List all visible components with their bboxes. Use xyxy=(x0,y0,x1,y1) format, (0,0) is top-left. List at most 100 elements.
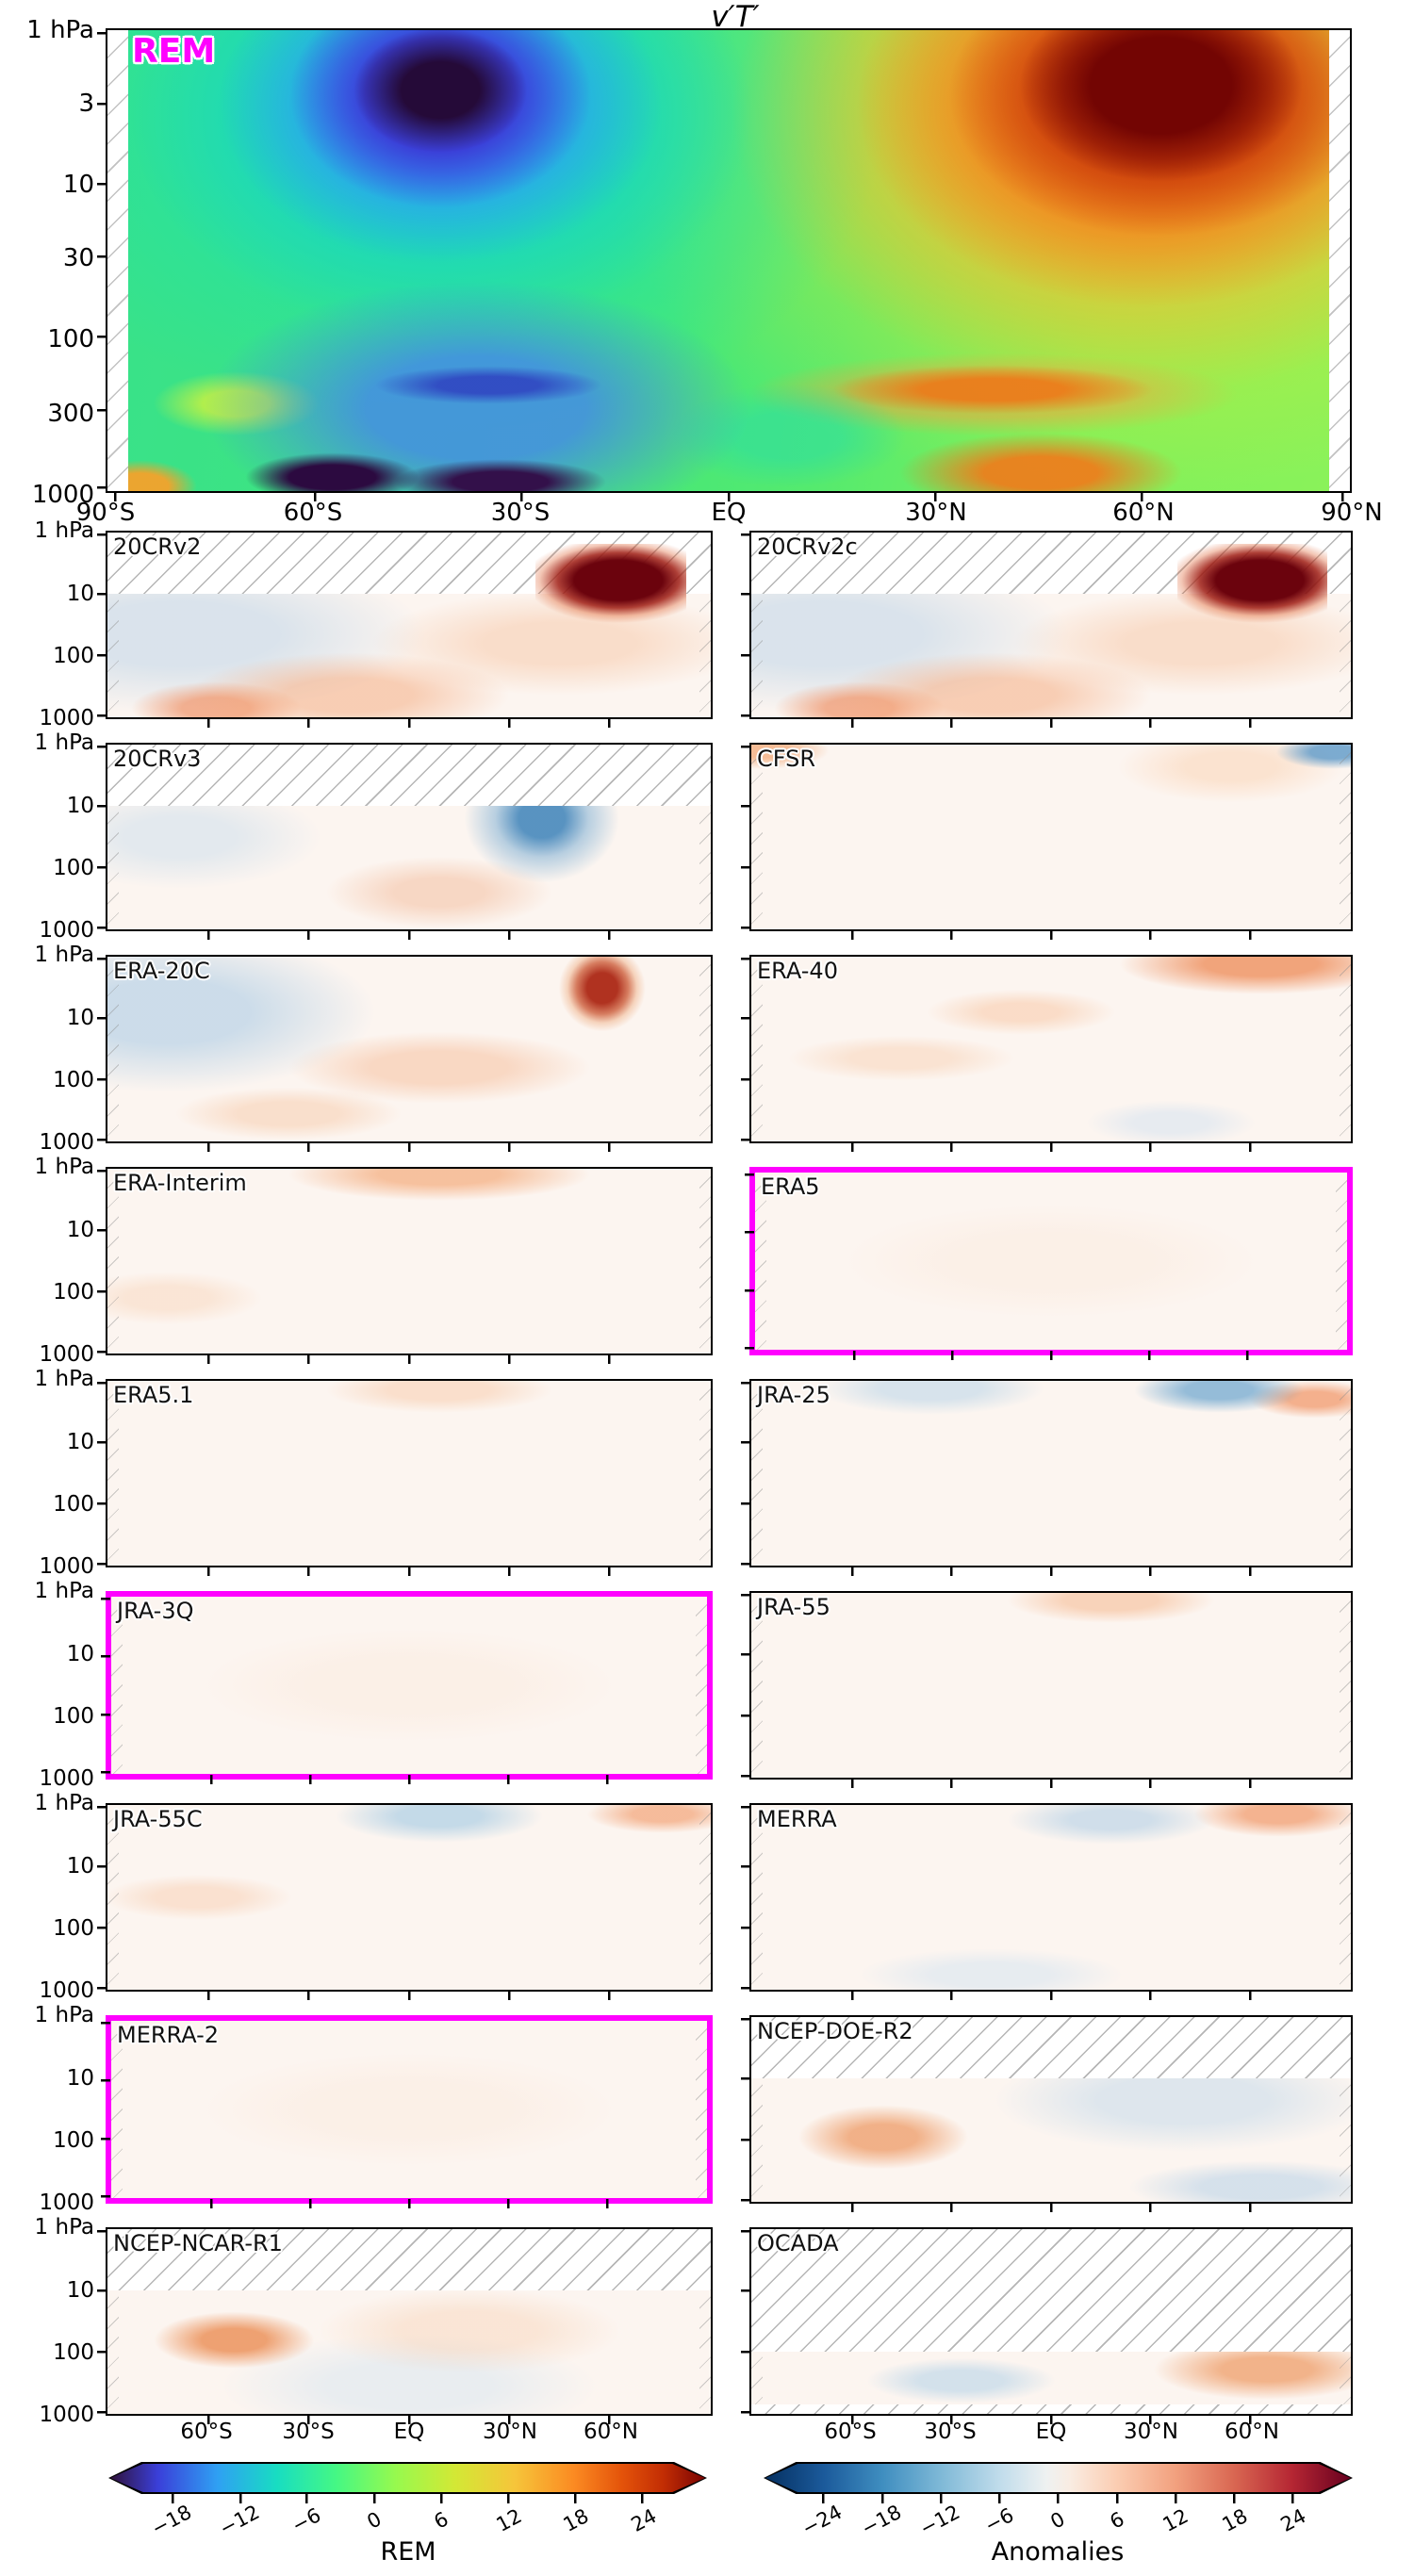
panel-label: 20CRv3 xyxy=(113,746,202,772)
colorbar-rem-ticks xyxy=(108,2494,707,2503)
xtick: 60°S xyxy=(180,2420,233,2444)
panel-20crv2: 20CRv2 xyxy=(97,531,713,728)
panel-era5-highlighted: ERA5 xyxy=(745,1167,1353,1360)
y-tick-marks xyxy=(101,1597,110,1774)
ytick: 1000 xyxy=(39,1554,94,1579)
panel-20crv3: 20CRv3 xyxy=(97,743,713,940)
xtick: 90°N xyxy=(1321,499,1383,527)
panel-label: ERA-20C xyxy=(113,958,210,984)
x-tick-marks xyxy=(107,930,711,940)
ytick: 1 hPa xyxy=(34,1155,94,1179)
panel-era20c: ERA-20C xyxy=(97,955,713,1152)
no-data-hatch xyxy=(107,2229,711,2291)
x-tick-marks xyxy=(107,2415,711,2424)
ytick: 30 xyxy=(62,244,94,272)
ytick: 100 xyxy=(53,644,94,668)
y-tick-marks xyxy=(97,30,107,491)
panel-jra55c: JRA-55C xyxy=(97,1803,713,2000)
no-data-hatch-right xyxy=(1329,30,1350,491)
x-tick-marks xyxy=(107,492,1350,501)
ytick: 300 xyxy=(47,400,94,428)
ytick: 10 xyxy=(66,2066,94,2091)
y-tick-marks xyxy=(741,1381,750,1566)
xtick: 60°N xyxy=(584,2420,638,2444)
ytick: 1 hPa xyxy=(34,730,94,755)
xtick: 60°N xyxy=(1225,2420,1279,2444)
colorbar-rem xyxy=(108,2462,707,2494)
x-tick-marks xyxy=(107,1567,711,1576)
ytick: 10 xyxy=(66,1218,94,1242)
y-tick-marks xyxy=(741,1593,750,1778)
anomaly-contour xyxy=(111,2021,707,2198)
ytick: 100 xyxy=(47,325,94,353)
positive-anomaly-blob xyxy=(535,543,687,625)
ytick: 1 hPa xyxy=(34,2003,94,2027)
ytick: 10 xyxy=(66,2278,94,2303)
panel-ncepdoer2: NCEP-DOE-R2 xyxy=(741,2015,1353,2212)
panel-era40: ERA-40 xyxy=(741,955,1353,1152)
x-tick-marks xyxy=(107,1142,711,1152)
y-tick-marks xyxy=(741,957,750,1141)
panel-label: 20CRv2 xyxy=(113,533,202,560)
ytick: 1 hPa xyxy=(34,943,94,967)
panel-rem: REM xyxy=(97,28,1352,501)
panel-label: JRA-25 xyxy=(757,1382,830,1408)
xtick: 60°N xyxy=(1112,499,1175,527)
y-tick-marks xyxy=(97,1381,107,1566)
panel-jra25: JRA-25 xyxy=(741,1379,1353,1576)
ytick: 1000 xyxy=(31,481,94,509)
ytick: 100 xyxy=(53,2340,94,2365)
xtick: 90°S xyxy=(75,499,136,527)
ytick: 1 hPa xyxy=(34,1367,94,1391)
panel-label: MERRA xyxy=(757,1806,837,1832)
ytick: 100 xyxy=(53,1704,94,1729)
panel-jra3q-highlighted: JRA-3Q xyxy=(101,1591,713,1784)
anomaly-contour xyxy=(751,1805,1351,1990)
no-data-hatch xyxy=(751,2017,1351,2079)
colorbar-rem-title: REM xyxy=(380,2537,436,2567)
panel-20crv2c: 20CRv2c xyxy=(741,531,1353,728)
no-data-hatch-left xyxy=(107,30,128,491)
xtick: 60°S xyxy=(283,499,343,527)
panel-erainterim: ERA-Interim xyxy=(97,1167,713,1364)
ytick: 100 xyxy=(53,1492,94,1517)
ytick: 100 xyxy=(53,1068,94,1092)
anomaly-contour xyxy=(751,1593,1351,1778)
panel-label: JRA-55C xyxy=(113,1806,203,1832)
x-tick-marks xyxy=(111,2199,707,2208)
xtick: 30°N xyxy=(905,499,967,527)
panel-label: JRA-3Q xyxy=(117,1598,194,1624)
panel-label: ERA-40 xyxy=(757,958,838,984)
y-tick-marks xyxy=(97,957,107,1141)
y-tick-marks xyxy=(741,1805,750,1990)
colorbar-anomalies xyxy=(764,2462,1353,2494)
ytick: 100 xyxy=(53,1916,94,1941)
panel-merra2-highlighted: MERRA-2 xyxy=(101,2015,713,2208)
ytick: 1 hPa xyxy=(26,16,94,44)
x-tick-marks xyxy=(751,1567,1351,1576)
x-tick-marks xyxy=(751,1779,1351,1788)
no-data-hatch xyxy=(751,2229,1351,2353)
y-tick-marks xyxy=(97,1805,107,1990)
xtick: 60°S xyxy=(824,2420,877,2444)
xtick: EQ xyxy=(1035,2420,1067,2444)
ytick: 10 xyxy=(66,582,94,606)
ytick: 1 hPa xyxy=(34,1579,94,1603)
y-tick-marks xyxy=(97,533,107,717)
x-tick-marks xyxy=(107,1354,711,1364)
xtick: 30°S xyxy=(924,2420,977,2444)
x-tick-marks xyxy=(751,1142,1351,1152)
ytick: 1000 xyxy=(39,918,94,943)
colorbar-anomalies-title: Anomalies xyxy=(991,2537,1125,2567)
y-tick-marks xyxy=(101,2021,110,2198)
y-tick-marks xyxy=(741,745,750,929)
anomaly-contour xyxy=(111,1597,707,1774)
anomaly-contour xyxy=(751,745,1351,929)
panel-label: MERRA-2 xyxy=(117,2022,220,2048)
x-tick-marks xyxy=(751,1991,1351,2000)
panel-label: ERA-Interim xyxy=(113,1170,247,1196)
ytick: 1000 xyxy=(39,2403,94,2427)
x-tick-marks xyxy=(751,930,1351,940)
ytick: 100 xyxy=(53,856,94,880)
